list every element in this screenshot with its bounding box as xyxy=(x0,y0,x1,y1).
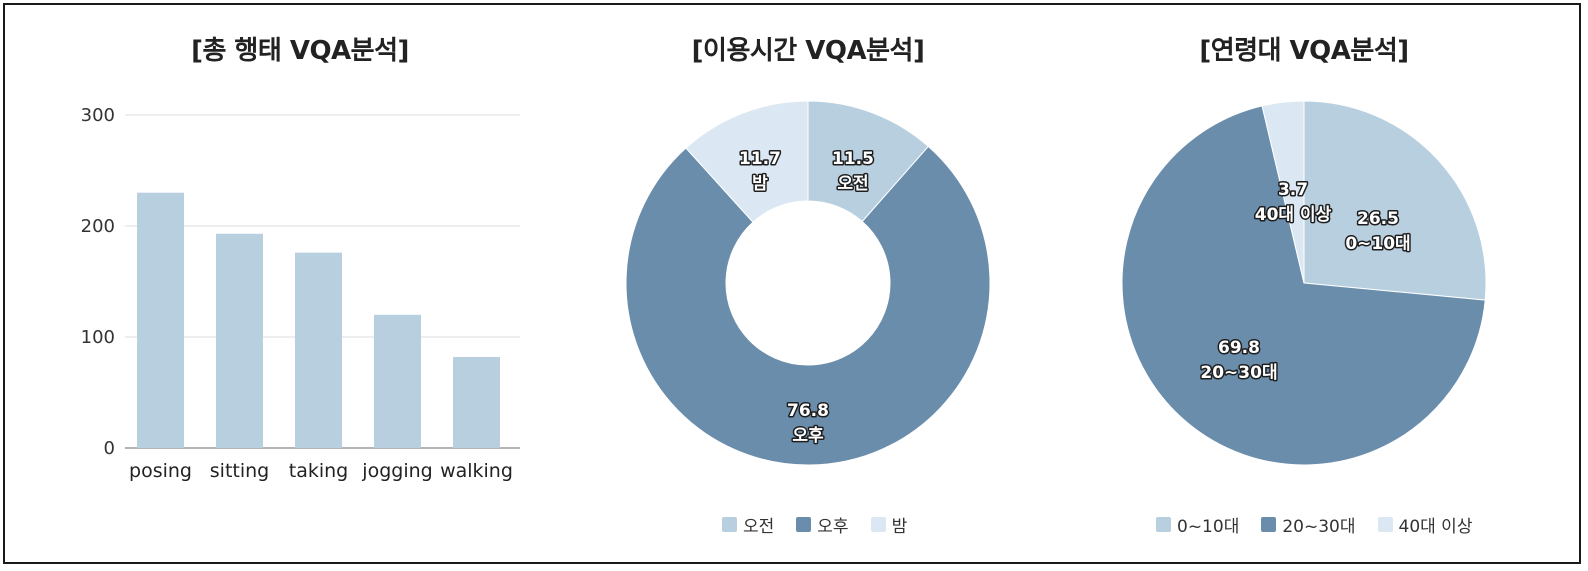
bar xyxy=(295,252,342,448)
legend-swatch xyxy=(796,517,812,532)
bar xyxy=(137,192,184,448)
donut-chart: 11.5 오전 76.8 오후 11.7 밤 xyxy=(625,100,991,466)
slice-name-label: 20~30대 xyxy=(1200,363,1277,383)
pie-slice xyxy=(1261,100,1305,284)
slice-value-label: 11.5 xyxy=(832,149,874,169)
slice-value-label: 76.8 xyxy=(787,401,829,421)
legend-label: 20~30대 xyxy=(1282,517,1356,537)
legend-label: 0~10대 xyxy=(1177,517,1240,537)
bar xyxy=(453,356,500,448)
legend-item: 40대 이상 xyxy=(1377,512,1473,537)
legend-swatch xyxy=(1261,517,1277,532)
slice-name-label: 밤 xyxy=(752,174,768,194)
legend-label: 밤 xyxy=(891,517,908,537)
pie-chart-title: [연령대 VQA분석] xyxy=(1199,36,1409,66)
legend-item: 밤 xyxy=(870,512,908,537)
pie-slice xyxy=(625,145,991,466)
bar-chart: 0 100 200 300 posing sitting taking jogging walk… xyxy=(81,105,520,482)
pie-slice xyxy=(1121,105,1486,466)
x-category-label: walking xyxy=(440,460,513,482)
pie-slice xyxy=(685,100,809,223)
legend-item: 오후 xyxy=(796,512,849,537)
donut-legend: 오전 오후 밤 xyxy=(722,512,907,537)
legend-swatch xyxy=(1156,517,1171,532)
legend-swatch xyxy=(722,517,737,532)
bar-chart-title: [총 행태 VQA분석] xyxy=(191,36,409,66)
slice-value-label: 11.7 xyxy=(739,149,781,169)
y-tick-label: 0 xyxy=(104,438,115,459)
legend-item: 0~10대 xyxy=(1156,512,1239,537)
slice-value-label: 3.7 xyxy=(1278,180,1308,200)
x-category-label: taking xyxy=(289,460,348,482)
legend-label: 오전 xyxy=(743,517,775,537)
bar xyxy=(374,314,421,448)
legend-item: 오전 xyxy=(722,512,774,537)
slice-name-label: 오후 xyxy=(792,425,824,446)
bar xyxy=(216,233,263,448)
pie-slice xyxy=(1303,100,1487,301)
legend-item: 20~30대 xyxy=(1261,512,1356,537)
slice-value-label: 26.5 xyxy=(1357,209,1399,229)
slice-value-label: 69.8 xyxy=(1218,338,1260,358)
legend-swatch xyxy=(1377,517,1393,532)
y-tick-label: 300 xyxy=(81,105,115,126)
slice-name-label: 오전 xyxy=(837,174,868,194)
donut-chart-title: [이용시간 VQA분석] xyxy=(691,36,925,66)
pie-chart: 26.5 0~10대 69.8 20~30대 3.7 40대 이상 xyxy=(1121,100,1487,466)
legend-label: 40대 이상 xyxy=(1398,517,1473,537)
slice-name-label: 40대 이상 xyxy=(1255,205,1332,225)
x-category-label: posing xyxy=(129,460,192,482)
legend-swatch xyxy=(870,517,886,532)
legend-label: 오후 xyxy=(817,517,849,537)
slice-name-label: 0~10대 xyxy=(1345,234,1410,254)
x-category-label: sitting xyxy=(210,460,269,482)
x-category-label: jogging xyxy=(361,460,432,482)
y-tick-label: 100 xyxy=(81,327,115,348)
pie-legend: 0~10대 20~30대 40대 이상 xyxy=(1156,512,1472,537)
y-tick-label: 200 xyxy=(81,216,115,237)
